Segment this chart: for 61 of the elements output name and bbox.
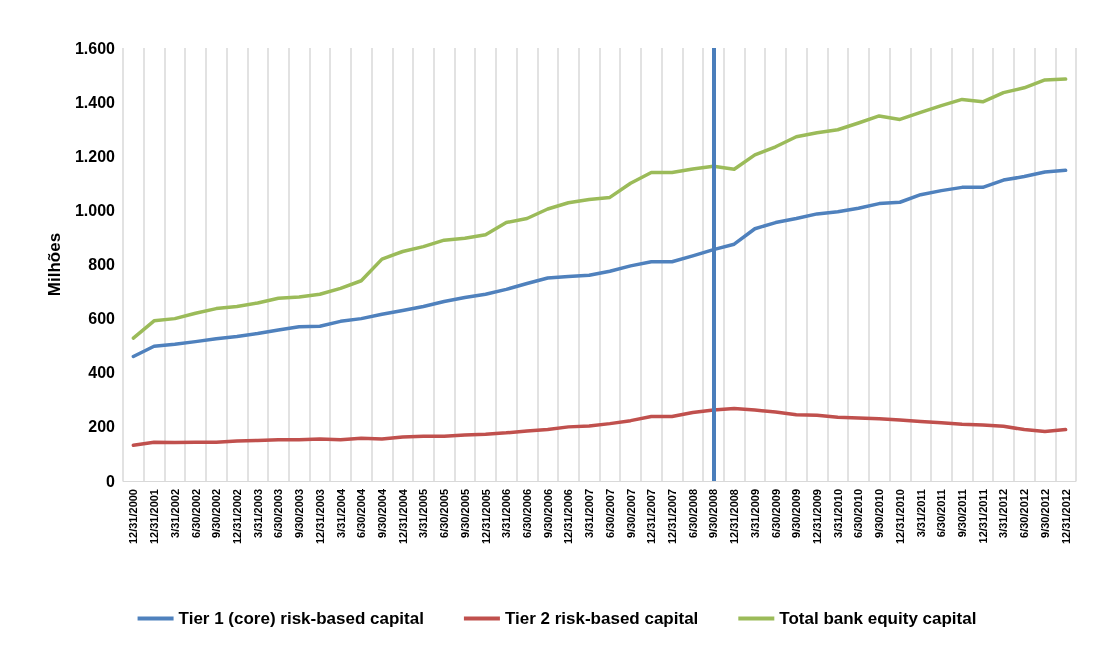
x-tick-label: 3/31/2009 — [748, 489, 761, 538]
x-tick-label: 3/31/2006 — [500, 489, 513, 538]
x-tick-label: 9/30/2009 — [790, 489, 803, 538]
legend-label: Tier 2 risk-based capital — [504, 609, 699, 628]
x-tick-label: 3/31/2003 — [251, 489, 264, 538]
x-tick-label: 12/31/2011 — [976, 489, 989, 544]
x-tick-label: 3/31/2004 — [334, 488, 347, 538]
x-tick-label: 9/30/2008 — [707, 489, 720, 538]
y-tick-label: 600 — [88, 310, 116, 328]
y-tick-label: 200 — [88, 418, 116, 436]
x-tick-label: 3/31/2010 — [831, 489, 844, 538]
x-tick-label: 6/30/2005 — [438, 489, 451, 538]
legend-label: Total bank equity capital — [779, 609, 977, 628]
x-tick-label: 9/30/2006 — [541, 489, 554, 538]
x-tick-label: 12/31/2010 — [893, 489, 906, 545]
x-tick-label: 12/31/2001 — [148, 489, 161, 545]
x-tick-label: 6/30/2012 — [1018, 489, 1031, 538]
x-tick-label: 3/31/2007 — [583, 489, 596, 538]
x-tick-label: 6/30/2008 — [686, 489, 699, 538]
x-tick-label: 6/30/2011 — [935, 489, 948, 538]
x-tick-label: 12/31/2005 — [479, 489, 492, 545]
x-tick-label: 6/30/2004 — [355, 488, 368, 538]
x-tick-label: 3/31/2012 — [997, 489, 1010, 538]
x-tick-label: 12/31/2007 — [645, 489, 658, 545]
x-tick-label: 9/30/2010 — [873, 489, 886, 538]
x-tick-label: 12/31/2007 — [666, 489, 679, 545]
x-tick-label: 9/30/2011 — [956, 489, 969, 538]
y-tick-label: 400 — [88, 364, 116, 382]
x-tick-label: 12/31/2004 — [396, 488, 409, 545]
x-tick-label: 9/30/2004 — [375, 488, 388, 538]
x-tick-label: 12/31/2009 — [811, 489, 824, 545]
x-tick-label: 12/31/2002 — [230, 489, 243, 545]
y-tick-label: 0 — [106, 472, 116, 490]
y-axis-title: Milhões — [45, 232, 64, 297]
x-tick-label: 9/30/2007 — [624, 489, 637, 538]
line-series — [131, 406, 1068, 448]
x-tick-label: 3/31/2005 — [417, 489, 430, 538]
y-tick-label: 1.400 — [74, 93, 116, 111]
x-tick-label: 12/31/2003 — [313, 489, 326, 545]
x-tick-label: 12/31/2000 — [127, 489, 140, 545]
line-series — [131, 77, 1068, 340]
x-tick-label: 9/30/2003 — [293, 489, 306, 538]
x-tick-label: 9/30/2012 — [1038, 489, 1051, 538]
x-tick-label: 6/30/2006 — [520, 489, 533, 538]
x-tick-label: 6/30/2003 — [272, 489, 285, 538]
y-tick-label: 800 — [88, 256, 116, 273]
x-tick-label: 9/30/2002 — [210, 489, 223, 538]
x-tick-label: 12/31/2008 — [728, 489, 741, 545]
x-tick-label: 6/30/2009 — [769, 489, 782, 538]
y-tick-label: 1.000 — [74, 201, 116, 219]
x-tick-label: 6/30/2002 — [189, 489, 202, 538]
x-tick-label: 3/31/2011 — [914, 489, 927, 538]
x-tick-label: 6/30/2007 — [603, 489, 616, 538]
x-tick-label: 3/31/2002 — [168, 489, 181, 538]
y-tick-label: 1.200 — [74, 147, 116, 165]
x-tick-label: 12/31/2006 — [562, 489, 575, 545]
x-tick-label: 9/30/2005 — [458, 489, 471, 538]
legend-label: Tier 1 (core) risk-based capital — [178, 609, 424, 628]
x-tick-label: 6/30/2010 — [852, 489, 865, 538]
y-tick-label: 1.600 — [74, 39, 116, 57]
x-tick-label: 12/31/2012 — [1059, 489, 1072, 545]
